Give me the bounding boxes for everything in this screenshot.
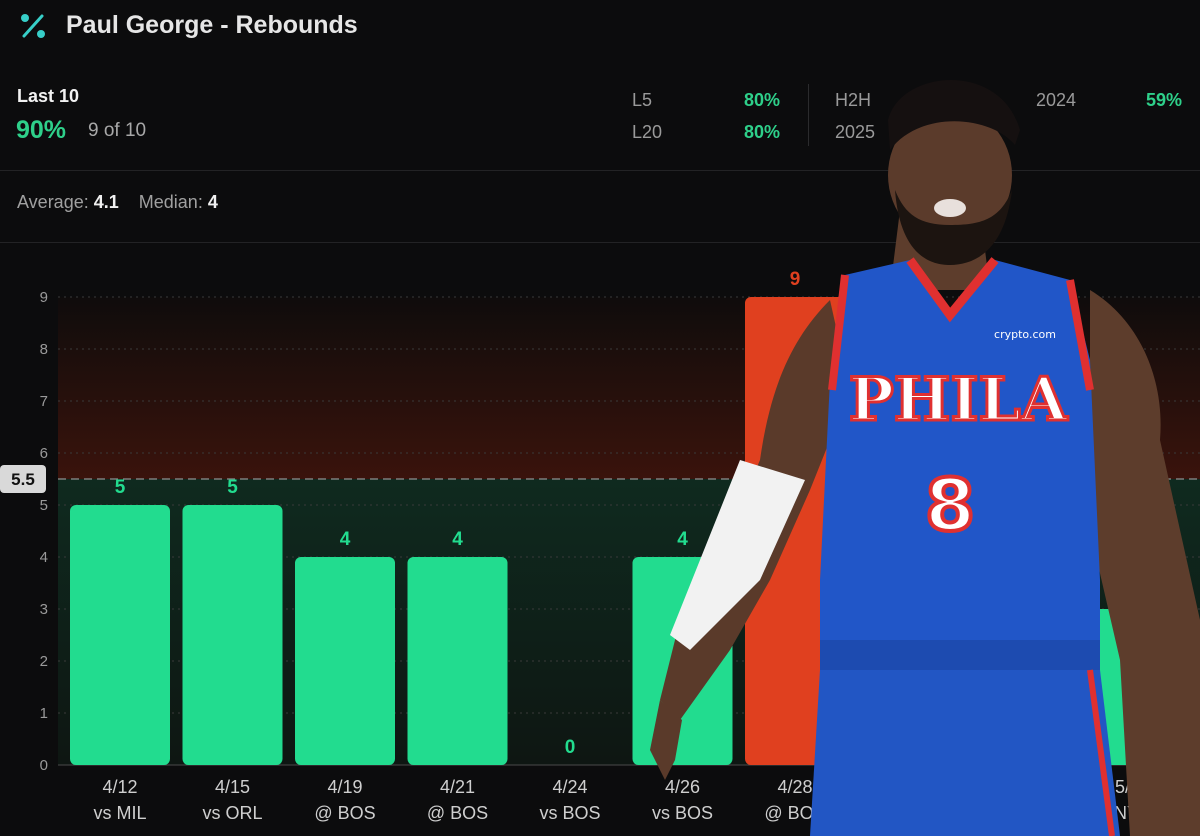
stat-value-2024: 59% [1145, 90, 1182, 110]
x-tick-opponent: vs MIL [93, 803, 146, 823]
x-tick-opponent: @ BOS [427, 803, 488, 823]
line-value-label: 5.5 [11, 470, 35, 489]
player-photo: PHILA 8 crypto.com [650, 80, 1200, 836]
y-tick-label: 7 [40, 393, 48, 410]
x-tick-date: 4/19 [327, 777, 362, 797]
x-tick-date: 4/28 [777, 777, 812, 797]
x-tick-opponent: vs BOS [539, 803, 600, 823]
stat-value-l5: 80% [743, 90, 780, 110]
bar-value-label: 5 [227, 477, 238, 498]
y-tick-label: 3 [40, 601, 48, 618]
hit-rate-fraction: 9 of 10 [88, 120, 147, 141]
x-tick-date: 4/15 [215, 777, 250, 797]
bar-value-label: 0 [565, 737, 576, 758]
summary-panel: Last 10 90% 9 of 10 L5 80% L20 80% H2H 2… [0, 60, 1200, 170]
bar [70, 505, 170, 765]
page-title: Paul George - Rebounds [66, 11, 358, 39]
average-label: Average: [17, 192, 89, 212]
percent-icon [21, 14, 45, 38]
y-tick-label: 0 [40, 757, 48, 774]
stat-value-l20: 80% [743, 122, 780, 142]
divider [0, 170, 1200, 171]
x-tick-date: 4/21 [440, 777, 475, 797]
y-tick-label: 6 [40, 445, 48, 462]
x-tick-opponent: @ BOS [764, 803, 825, 823]
sponsor-logo: crypto.com [994, 328, 1056, 341]
x-tick-opponent: @ BOS [314, 803, 375, 823]
stat-label-l5: L5 [632, 90, 653, 110]
y-tick-label: 2 [40, 653, 48, 670]
bar [407, 557, 508, 765]
x-tick-date: 4/12 [102, 777, 137, 797]
y-tick-label: 5 [40, 497, 48, 514]
y-tick-label: 8 [40, 341, 48, 358]
y-tick-label: 4 [40, 549, 48, 566]
median-label: Median: [138, 192, 203, 212]
x-tick-date: 4/24 [552, 777, 587, 797]
bar [295, 557, 395, 765]
bar-value-label: 4 [340, 529, 351, 550]
jersey-text: PHILA [849, 365, 1069, 435]
x-tick-opponent: vs ORL [202, 803, 262, 823]
x-tick-opponent: vs BOS [652, 803, 713, 823]
stat-label-l20: L20 [632, 122, 663, 142]
bar-value-label: 4 [677, 529, 688, 550]
stat-label-h2h: H2H [835, 90, 872, 110]
line-value-badge [0, 465, 46, 493]
stat-label-2024: 2024 [1036, 90, 1077, 110]
y-tick-label: 9 [40, 289, 48, 306]
divider [0, 242, 1200, 243]
average-value: 4.1 [93, 192, 119, 212]
x-tick-date: 4/26 [665, 777, 700, 797]
bar-value-label: 5 [115, 477, 126, 498]
y-tick-label: 1 [40, 705, 48, 722]
stat-label-2025: 2025 [835, 122, 876, 142]
divider [808, 84, 809, 146]
bar [182, 505, 283, 765]
median-value: 4 [207, 192, 218, 212]
last-games-label: Last 10 [17, 86, 80, 106]
bar-value-label: 4 [452, 529, 463, 550]
hit-rate-percent: 90% [16, 116, 67, 144]
averages-row: Average: 4.1 Median: 4 [17, 192, 218, 213]
bar-value-label: 9 [790, 269, 801, 290]
jersey-number: 8 [925, 463, 975, 547]
header: Paul George - Rebounds [0, 0, 1200, 55]
